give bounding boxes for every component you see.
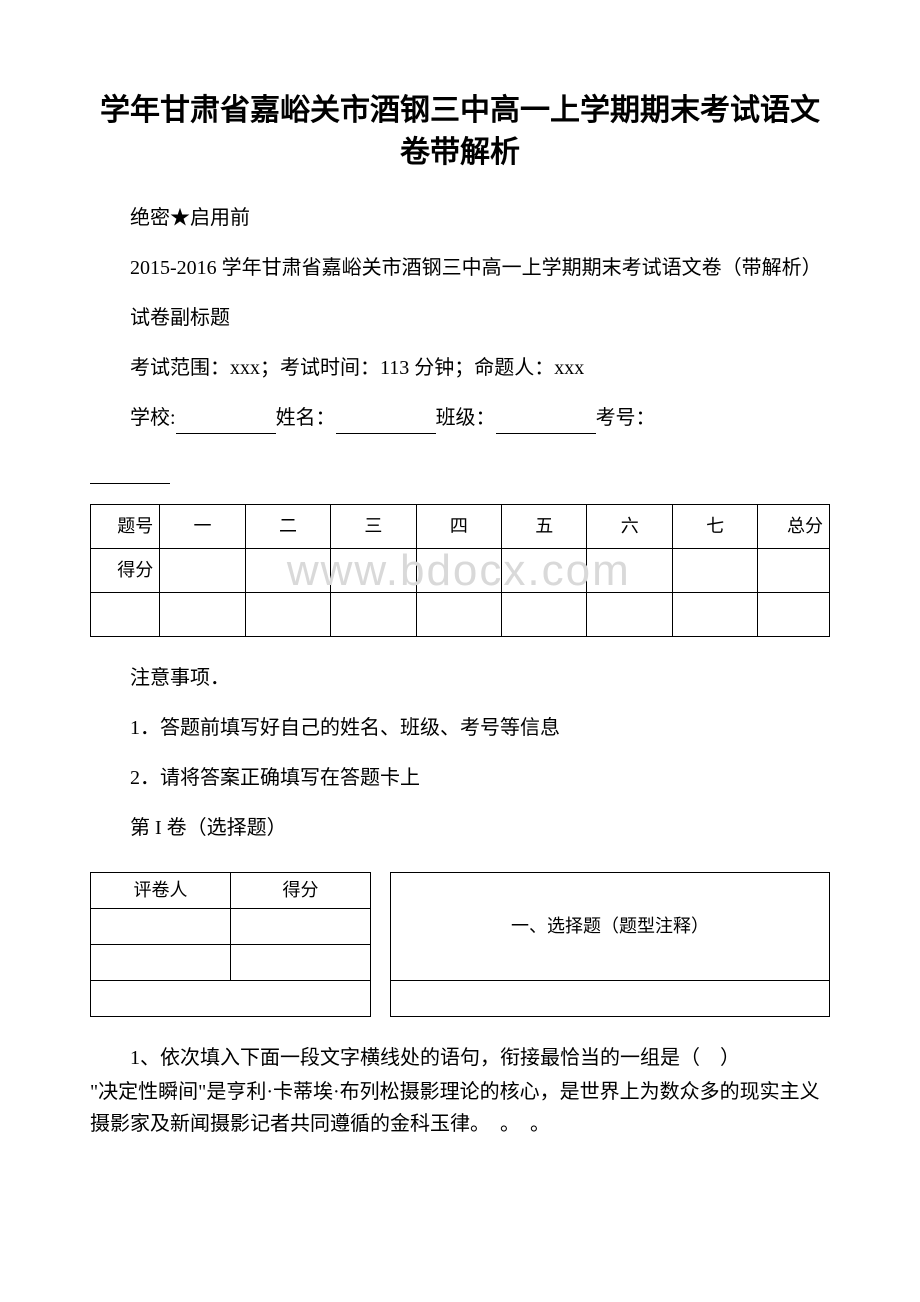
empty-cell [160,593,245,637]
total-label: 总分 [758,505,830,549]
school-label: 学校: [130,407,176,429]
student-fields: 学校: 姓名： 班级： 考号： [90,402,830,434]
col-7: 七 [672,505,757,549]
row1-label: 题号 [91,505,160,549]
empty-cell [672,593,757,637]
score-summary-table: 题号 一 二 三 四 五 六 七 总分 得分 www.bdocx.com [90,504,830,637]
notice-2: 2．请将答案正确填写在答题卡上 [90,762,830,794]
bottom-left [91,981,371,1017]
exam-info: 考试范围：xxx；考试时间：113 分钟；命题人：xxx [90,352,830,384]
bottom-right [391,981,830,1017]
school-blank [176,410,276,434]
question-1-stem: 1、依次填入下面一段文字横线处的语句，衔接最恰当的一组是（ ） [90,1042,830,1074]
subtitle-full: 2015-2016 学年甘肃省嘉峪关市酒钢三中高一上学期期末考试语文卷（带解析） [90,252,830,284]
col-6: 六 [587,505,672,549]
empty-cell [416,593,501,637]
col-3: 三 [331,505,416,549]
name-label: 姓名： [276,407,336,429]
col-2: 二 [245,505,330,549]
score-cell [245,549,330,593]
table-row-score: 得分 www.bdocx.com [91,549,830,593]
col-4: 四 [416,505,501,549]
section-header-table: 评卷人 得分 一、选择题（题型注释） [90,872,830,1017]
empty-cell [331,593,416,637]
question-1-text: "决定性瞬间"是亨利·卡蒂埃·布列松摄影理论的核心，是世界上为数众多的现实主义摄… [90,1076,830,1140]
col-1: 一 [160,505,245,549]
spacer [371,873,391,1017]
score-cell [587,549,672,593]
table-row-header: 题号 一 二 三 四 五 六 七 总分 [91,505,830,549]
score-blank2 [231,945,371,981]
volume-label: 第 I 卷（选择题） [90,812,830,844]
score-cell [672,549,757,593]
score-blank [231,909,371,945]
name-blank [336,410,436,434]
score-header: 得分 [231,873,371,909]
grader-blank2 [91,945,231,981]
section-title: 一、选择题（题型注释） [391,873,830,981]
grader-blank [91,909,231,945]
score-cell [502,549,587,593]
notice-header: 注意事项． [90,662,830,694]
score-cell [160,549,245,593]
examno-label: 考号： [596,407,656,429]
empty-cell [91,593,160,637]
table-row [91,981,830,1017]
empty-cell [758,593,830,637]
score-cell: www.bdocx.com [416,549,501,593]
table-row-empty [91,593,830,637]
col-5: 五 [502,505,587,549]
confidential-label: 绝密★启用前 [90,202,830,234]
table-row: 评卷人 得分 一、选择题（题型注释） [91,873,830,909]
document-title: 学年甘肃省嘉峪关市酒钢三中高一上学期期末考试语文卷带解析 [90,90,830,174]
notice-1: 1．答题前填写好自己的姓名、班级、考号等信息 [90,712,830,744]
examno-blank-row [90,452,830,484]
examno-blank [90,460,170,484]
empty-cell [245,593,330,637]
score-cell [331,549,416,593]
class-blank [496,410,596,434]
empty-cell [587,593,672,637]
class-label: 班级： [436,407,496,429]
empty-cell [502,593,587,637]
row2-label: 得分 [91,549,160,593]
sub-label: 试卷副标题 [90,302,830,334]
score-cell [758,549,830,593]
grader-header: 评卷人 [91,873,231,909]
